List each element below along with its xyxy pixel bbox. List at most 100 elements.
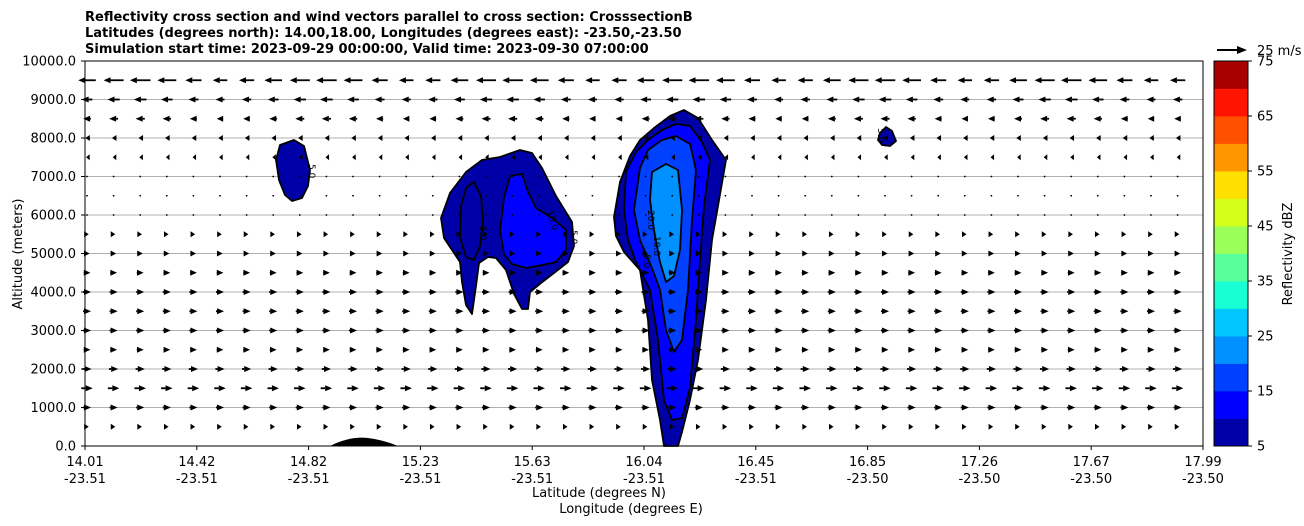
wind-vector xyxy=(296,250,303,257)
wind-vector-head xyxy=(855,423,861,430)
wind-vector-head xyxy=(137,366,145,372)
wind-vector xyxy=(216,269,224,276)
wind-vector-head xyxy=(669,423,674,430)
wind-vector-head xyxy=(510,366,518,372)
wind-vector xyxy=(801,404,810,411)
wind-vector-head xyxy=(749,327,757,334)
wind-vector xyxy=(1120,115,1128,122)
wind-vector-head xyxy=(882,289,890,295)
wind-vector xyxy=(671,194,674,197)
wind-vector-head xyxy=(296,404,304,411)
wind-vector-head xyxy=(589,423,595,430)
wind-vector-head xyxy=(139,154,143,161)
wind-vector xyxy=(1070,175,1073,178)
wind-vector-head xyxy=(564,385,572,392)
wind-vector-head xyxy=(296,269,304,276)
wind-vector-head xyxy=(1175,135,1181,141)
x-tick-lon-3: -23.51 xyxy=(399,472,441,487)
wind-vector-head xyxy=(190,327,198,334)
wind-vector xyxy=(749,423,754,430)
wind-vector xyxy=(1043,154,1048,161)
wind-vector xyxy=(374,96,385,103)
wind-vector-head xyxy=(538,154,542,161)
wind-vector xyxy=(830,194,833,197)
wind-vector xyxy=(298,175,301,178)
wind-vector xyxy=(1043,194,1046,197)
wind-vector-head xyxy=(910,154,915,161)
wind-vector xyxy=(1093,115,1102,122)
wind-vector-head xyxy=(403,366,411,372)
wind-vector xyxy=(907,404,916,411)
wind-vector xyxy=(1121,231,1127,238)
wind-vector-head xyxy=(642,269,650,276)
wind-vector-head xyxy=(296,289,304,295)
wind-vector xyxy=(1120,269,1128,276)
wind-vector-head xyxy=(137,231,142,238)
wind-vector xyxy=(878,96,892,103)
wind-vector xyxy=(269,269,277,276)
wind-vector-head xyxy=(881,269,889,276)
wind-vector xyxy=(1066,115,1076,122)
wind-vector-head xyxy=(1174,404,1182,411)
wind-vector-head xyxy=(697,385,705,392)
wind-vector xyxy=(1017,175,1019,178)
wind-vector-head xyxy=(296,231,302,238)
wind-vector xyxy=(189,404,198,411)
wind-vector xyxy=(509,231,515,238)
wind-vector xyxy=(853,366,863,372)
wind-vector xyxy=(960,366,970,372)
wind-vector-head xyxy=(589,231,595,238)
wind-vector-head xyxy=(902,77,910,84)
wind-vector-head xyxy=(1147,250,1154,257)
wind-vector-head xyxy=(961,423,967,430)
wind-vector-head xyxy=(643,135,649,141)
wind-vector-head xyxy=(749,423,754,430)
wind-vector xyxy=(1121,423,1127,430)
wind-vector xyxy=(1042,135,1048,141)
wind-vector-head xyxy=(907,115,915,122)
wind-vector-head xyxy=(376,346,384,353)
wind-vector xyxy=(431,154,436,161)
wind-vector xyxy=(402,327,411,334)
wind-vector xyxy=(453,96,465,103)
wind-vector xyxy=(192,154,197,161)
x-tick-lon-6: -23.51 xyxy=(735,472,777,487)
wind-vector-head xyxy=(669,366,677,372)
wind-vector xyxy=(243,269,251,276)
wind-vector xyxy=(189,269,197,276)
wind-vector xyxy=(109,289,118,295)
wind-vector-head xyxy=(961,404,969,411)
wind-vector-head xyxy=(217,404,225,411)
wind-vector-head xyxy=(749,404,757,411)
wind-vector xyxy=(588,269,596,276)
wind-vector xyxy=(1014,269,1022,276)
wind-vector xyxy=(618,194,620,197)
wind-vector-head xyxy=(403,404,411,411)
wind-vector-head xyxy=(589,250,595,257)
wind-vector-head xyxy=(587,96,595,103)
wind-vector xyxy=(987,404,996,411)
wind-vector-head xyxy=(616,327,624,334)
wind-vector xyxy=(775,346,783,353)
wind-vector xyxy=(458,154,463,161)
wind-vector xyxy=(1015,231,1020,238)
wind-vector-head xyxy=(483,289,491,295)
wind-vector xyxy=(1016,135,1021,141)
wind-vector-head xyxy=(1041,327,1049,334)
wind-vector xyxy=(373,385,386,392)
wind-vector xyxy=(376,250,383,257)
wind-vector xyxy=(322,404,331,411)
wind-vector-head xyxy=(827,115,835,122)
x-tick-lon-1: -23.51 xyxy=(176,472,218,487)
wind-vector xyxy=(245,154,250,161)
wind-vector xyxy=(348,366,358,372)
colorbar-label: Reflectivity dBZ xyxy=(1281,203,1296,306)
wind-vector xyxy=(1150,214,1152,216)
wind-vector-head xyxy=(428,96,436,103)
wind-vector-head xyxy=(905,96,913,103)
wind-vector xyxy=(111,135,117,141)
wind-vector-head xyxy=(988,327,996,334)
colorbar-tick-label-0: 5 xyxy=(1257,440,1265,455)
wind-vector xyxy=(1147,115,1155,122)
wind-vector-head xyxy=(165,154,170,161)
